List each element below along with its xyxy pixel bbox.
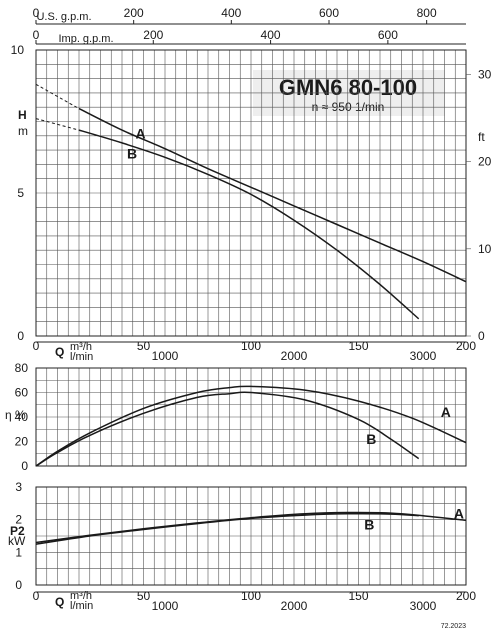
q-m3h-tick-label-mid: 0 bbox=[33, 339, 40, 353]
pow-y-tick-label: 2 bbox=[15, 513, 22, 527]
q-lmin-tick-label-mid: 2000 bbox=[281, 349, 308, 363]
eff-series-a-label: A bbox=[441, 404, 451, 420]
eff-y-tick-label: 20 bbox=[15, 435, 29, 449]
q-axis-label-mid: Q bbox=[55, 345, 64, 359]
pow-series-b-label: B bbox=[364, 517, 374, 533]
q-lmin-tick-label-bottom: 2000 bbox=[281, 599, 308, 613]
q-m3h-tick-label-mid: 100 bbox=[241, 339, 261, 353]
q-m3h-tick-label-mid: 50 bbox=[137, 339, 151, 353]
pow-series-a-label: A bbox=[454, 506, 464, 522]
ft-tick-label: 30 bbox=[478, 67, 492, 81]
q-m3h-tick-label-mid: 200 bbox=[456, 339, 476, 353]
head-curve-b bbox=[78, 129, 420, 320]
head-plot-frame bbox=[35, 49, 467, 337]
q-lmin-tick-label-bottom: 1000 bbox=[152, 599, 179, 613]
head-axis-h-label: H bbox=[18, 108, 27, 122]
usgpm-tick-label: 0 bbox=[33, 6, 40, 20]
footer-code: 72.2023 bbox=[441, 623, 466, 630]
top-impgpm-label: Imp. g.p.m. bbox=[58, 33, 113, 45]
head-curve-a bbox=[78, 107, 467, 283]
q-lmin-tick-label-mid: 1000 bbox=[152, 349, 179, 363]
q-lmin-unit-mid: l/min bbox=[70, 351, 93, 363]
usgpm-tick-label: 600 bbox=[319, 6, 339, 20]
ft-tick-label: 0 bbox=[478, 329, 485, 343]
q-axis-label-bottom: Q bbox=[55, 595, 64, 609]
pow-y-tick-label: 3 bbox=[15, 480, 22, 494]
p2-axis-label: P2 bbox=[10, 524, 25, 538]
head-series-b-label: B bbox=[127, 146, 137, 162]
q-m3h-tick-label-mid: 150 bbox=[348, 339, 368, 353]
head-curve-a-extrapolation bbox=[35, 83, 80, 110]
pow-y-tick-label: 0 bbox=[15, 578, 22, 592]
q-m3h-tick-label-bottom: 100 bbox=[241, 589, 261, 603]
usgpm-tick-label: 800 bbox=[417, 6, 437, 20]
ft-tick-label: 20 bbox=[478, 155, 492, 169]
head-y-tick-label: 10 bbox=[11, 43, 25, 57]
pow-curve-b bbox=[35, 512, 419, 545]
eff-plot-frame bbox=[35, 367, 467, 467]
q-lmin-tick-label-mid: 3000 bbox=[410, 349, 437, 363]
q-m3h-unit-bottom: m³/h bbox=[70, 590, 92, 602]
eff-y-tick-label: 40 bbox=[15, 410, 29, 424]
head-series-a-label: A bbox=[135, 126, 145, 142]
q-m3h-tick-label-bottom: 150 bbox=[348, 589, 368, 603]
head-axis-ft-label: ft bbox=[478, 130, 485, 144]
head-axis-m-label: m bbox=[18, 124, 28, 138]
p2-unit-label: kW bbox=[8, 534, 26, 548]
ft-tick-label: 10 bbox=[478, 242, 492, 256]
impgpm-tick-label: 0 bbox=[33, 28, 40, 42]
eff-y-tick-label: 60 bbox=[15, 386, 29, 400]
q-m3h-tick-label-bottom: 200 bbox=[456, 589, 476, 603]
q-m3h-unit-mid: m³/h bbox=[70, 341, 92, 353]
head-curve-b-extrapolation bbox=[35, 118, 80, 131]
eff-curve-a bbox=[35, 385, 467, 467]
impgpm-tick-label: 200 bbox=[143, 28, 163, 42]
eff-y-tick-label: 80 bbox=[15, 361, 29, 375]
top-usgpm-label: U.S. g.p.m. bbox=[36, 11, 91, 23]
q-m3h-tick-label-bottom: 50 bbox=[137, 589, 151, 603]
usgpm-tick-label: 200 bbox=[124, 6, 144, 20]
q-lmin-unit-bottom: l/min bbox=[70, 600, 93, 612]
pow-y-tick-label: 1 bbox=[15, 545, 22, 559]
eff-series-b-label: B bbox=[366, 431, 376, 447]
usgpm-tick-label: 400 bbox=[221, 6, 241, 20]
head-y-tick-label: 0 bbox=[17, 329, 24, 343]
impgpm-tick-label: 400 bbox=[261, 28, 281, 42]
eta-axis-label: η % bbox=[5, 408, 26, 422]
q-m3h-tick-label-bottom: 0 bbox=[33, 589, 40, 603]
eff-y-tick-label: 0 bbox=[21, 459, 28, 473]
pow-plot-frame bbox=[35, 486, 467, 586]
q-lmin-tick-label-bottom: 3000 bbox=[410, 599, 437, 613]
impgpm-tick-label: 600 bbox=[378, 28, 398, 42]
eff-curve-b bbox=[35, 391, 420, 467]
head-y-tick-label: 5 bbox=[17, 186, 24, 200]
